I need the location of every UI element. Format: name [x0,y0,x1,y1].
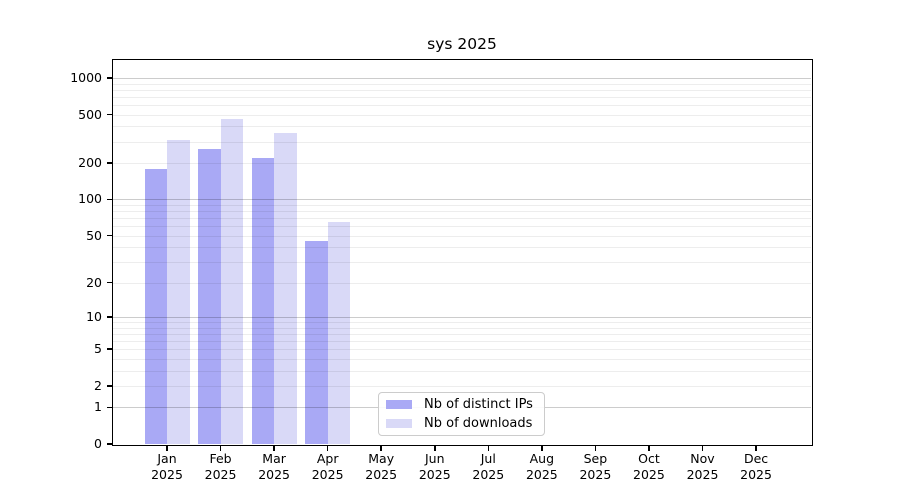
minor-gridline [113,340,811,342]
y-tick-label: 2 [94,377,102,393]
x-tick-label: Jul 2025 [472,451,505,482]
x-tick [755,445,757,451]
y-tick-label: 100 [78,191,102,207]
x-tick-label: Jun 2025 [418,451,451,482]
minor-gridline [113,226,811,228]
minor-gridline [113,235,811,237]
major-gridline [113,316,811,318]
x-tick [326,445,329,451]
major-gridline [113,199,811,201]
y-tick [107,113,113,116]
x-tick-label: Mar 2025 [258,451,290,482]
minor-gridline [113,262,811,264]
y-tick [107,443,113,445]
bar-feb-series1 [220,119,244,444]
y-tick [107,162,113,164]
bar-jan-series1 [167,139,190,444]
y-tick [107,198,113,201]
minor-gridline [113,204,811,206]
legend-swatch [386,399,412,410]
x-tick-label: Nov 2025 [686,451,719,482]
gridlines-layer [113,60,811,444]
x-tick-label: Aug 2025 [525,451,558,482]
x-tick-label: Dec 2025 [740,451,772,482]
minor-gridline [113,104,811,106]
y-tick-label: 1000 [70,69,102,85]
y-tick [107,234,113,237]
major-gridline [113,77,811,79]
x-tick [701,445,704,451]
x-tick [273,445,275,451]
x-tick [648,445,650,451]
bar-mar-series1 [274,133,297,444]
x-tick-label: Sep 2025 [579,451,612,482]
y-tick-label: 0 [94,436,102,451]
legend-row: Nb of distinct IPs [386,397,536,412]
bar-apr-series0 [305,241,328,444]
x-tick [541,445,543,451]
legend: Nb of distinct IPs Nb of downloads [378,392,545,436]
minor-gridline [113,327,811,329]
chart-title: sys 2025 [427,35,497,53]
y-tick-label: 10 [86,308,102,324]
minor-gridline [113,333,811,335]
bar-jan-series0 [144,168,167,444]
minor-gridline [113,141,811,143]
minor-gridline [113,126,811,128]
x-tick [380,445,382,451]
y-tick [107,406,113,409]
minor-gridline [113,349,811,351]
x-tick-label: May 2025 [365,451,398,482]
x-tick-label: Feb 2025 [204,451,237,482]
x-tick [487,445,490,451]
minor-gridline [113,89,811,91]
y-tick-label: 200 [78,155,102,170]
minor-gridline [113,282,811,284]
y-tick [107,316,113,318]
minor-gridline [113,114,811,116]
x-tick [594,445,597,451]
minor-gridline [113,96,811,98]
minor-gridline [113,218,811,220]
bar-feb-series0 [198,149,221,444]
minor-gridline [113,163,811,164]
legend-label: Nb of distinct IPs [424,397,533,412]
minor-gridline [113,358,811,360]
x-tick [166,445,168,451]
y-tick-label: 500 [78,106,102,122]
legend-row: Nb of downloads [386,416,536,431]
x-tick-label: Oct 2025 [633,451,665,482]
x-tick [219,445,222,451]
y-tick-label: 20 [86,274,102,290]
legend-label: Nb of downloads [424,416,533,431]
minor-gridline [113,83,811,85]
y-tick [107,77,113,79]
y-tick-label: 1 [94,399,102,415]
minor-gridline [113,247,811,249]
plot-area: Nb of distinct IPs Nb of downloads [111,58,813,446]
minor-gridline [113,370,811,372]
x-tick [434,445,436,451]
bars-layer [113,60,811,444]
y-tick [107,348,113,350]
minor-gridline [113,385,811,387]
y-tick-label: 50 [86,227,102,243]
legend-swatch [386,418,412,429]
y-tick-label: 5 [94,341,102,357]
minor-gridline [113,211,811,213]
bar-mar-series0 [251,157,275,444]
y-tick [107,281,113,284]
x-tick-label: Apr 2025 [311,451,344,482]
bar-apr-series1 [327,222,351,444]
y-tick [107,385,113,387]
minor-gridline [113,322,811,323]
x-tick-label: Jan 2025 [151,451,183,482]
